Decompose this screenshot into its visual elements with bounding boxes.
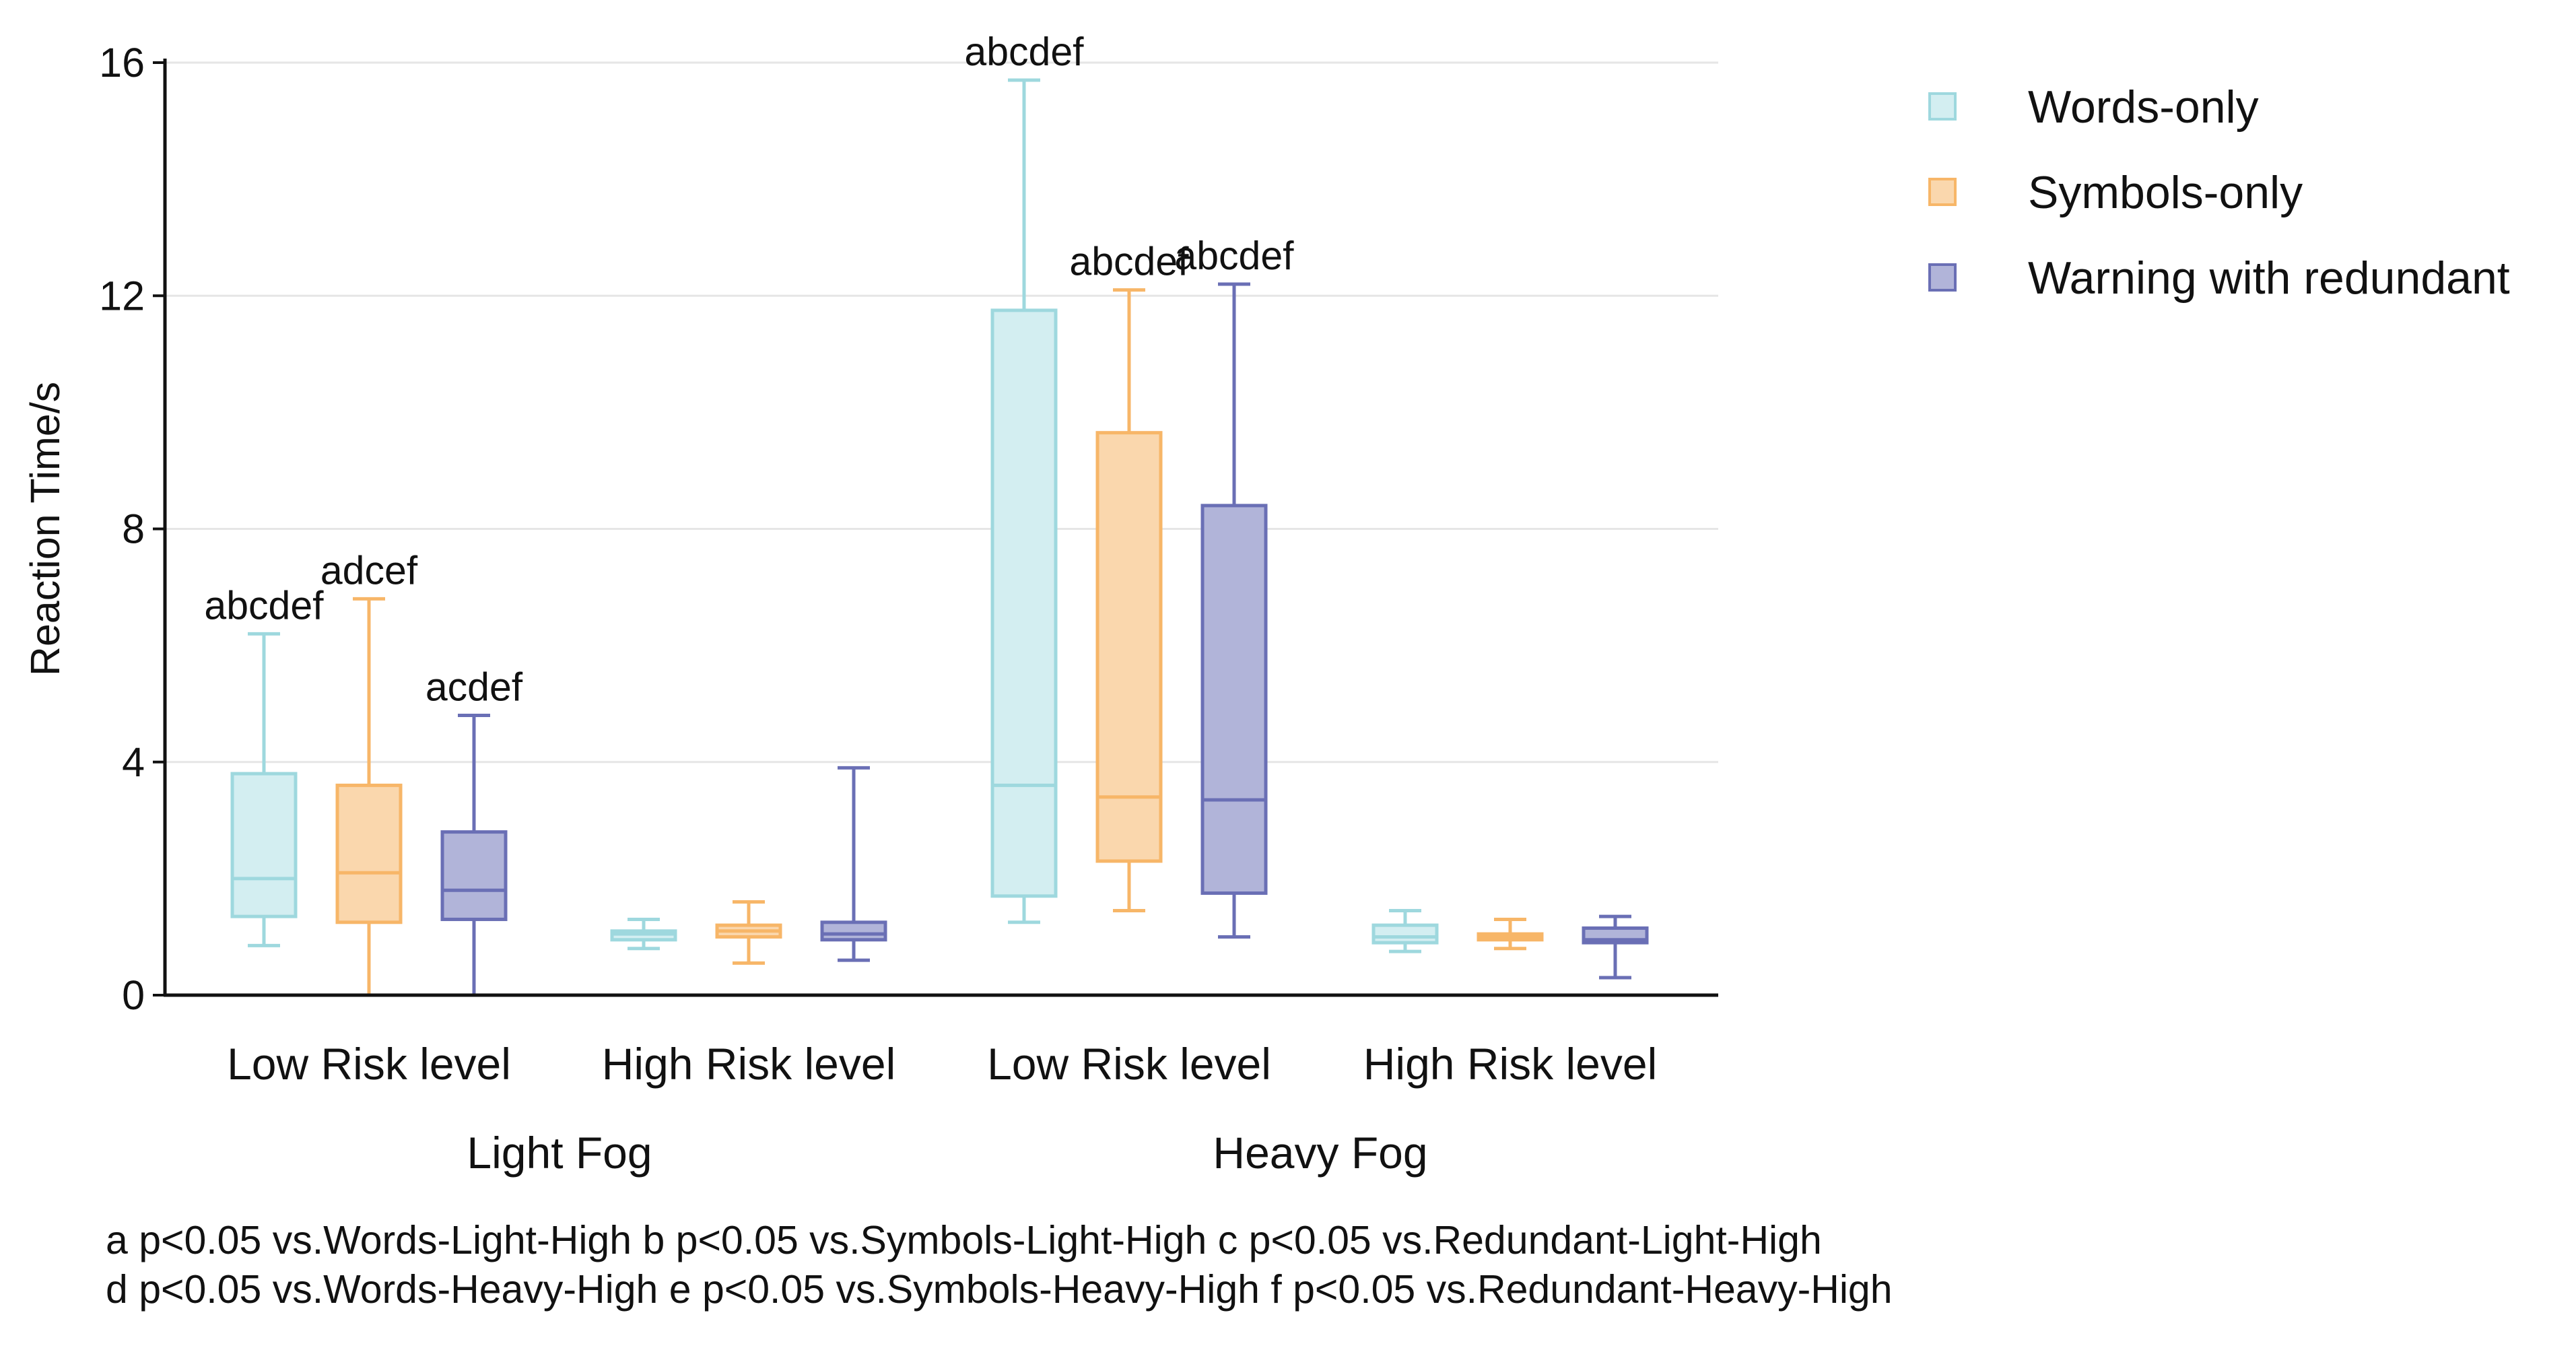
x-group-label: Heavy Fog (1213, 1128, 1427, 1178)
box-words-only-0 (230, 772, 298, 918)
x-category-label: High Risk level (1363, 1039, 1657, 1089)
y-axis-label: Reaction Time/s (22, 382, 68, 676)
gridlines (165, 61, 1718, 764)
box-symbols-only-2 (1095, 431, 1163, 863)
significance-annotation: abcdef (964, 30, 1084, 74)
legend-swatch (1928, 92, 1957, 121)
x-category-label: Low Risk level (987, 1039, 1271, 1089)
footnote-line: a p<0.05 vs.Words-Light-High b p<0.05 vs… (106, 1218, 1822, 1262)
significance-annotation: abcdef (204, 583, 324, 628)
significance-annotation: abcdef (1069, 240, 1189, 284)
x-category-label: Low Risk level (227, 1039, 511, 1089)
y-tick-label: 4 (122, 739, 145, 785)
significance-annotation: acdef (426, 665, 523, 710)
y-tick-label: 16 (99, 40, 145, 86)
box-warning-with-redundant-1 (820, 920, 887, 942)
footnote-line: d p<0.05 vs.Words-Heavy-High e p<0.05 vs… (106, 1267, 1893, 1312)
legend-label: Words-only (2028, 81, 2259, 133)
box-words-only-2 (990, 308, 1058, 898)
box-warning-with-redundant-0 (440, 830, 508, 921)
legend-swatch (1928, 178, 1957, 206)
axes (153, 59, 1718, 997)
legend: Words-only Symbols-only Warning with redun… (1928, 81, 2510, 304)
legend-label: Warning with redundant (2028, 252, 2510, 304)
box-warning-with-redundant-2 (1200, 504, 1268, 895)
y-tick-label: 8 (122, 506, 145, 552)
significance-annotation: abcdef (1174, 234, 1294, 278)
y-tick-label: 12 (99, 273, 145, 318)
legend-swatch (1928, 263, 1957, 292)
legend-label: Symbols-only (2028, 167, 2303, 218)
y-tick-label: 0 (122, 972, 145, 1018)
box-symbols-only-0 (335, 783, 403, 924)
footnotes: a p<0.05 vs.Words-Light-High b p<0.05 vs… (106, 1218, 1893, 1312)
box-layer (230, 78, 1649, 997)
x-category-label: High Risk level (602, 1039, 895, 1089)
box-words-only-3 (1371, 923, 1439, 945)
significance-annotation: adcef (320, 548, 418, 593)
x-group-label: Light Fog (467, 1128, 652, 1178)
